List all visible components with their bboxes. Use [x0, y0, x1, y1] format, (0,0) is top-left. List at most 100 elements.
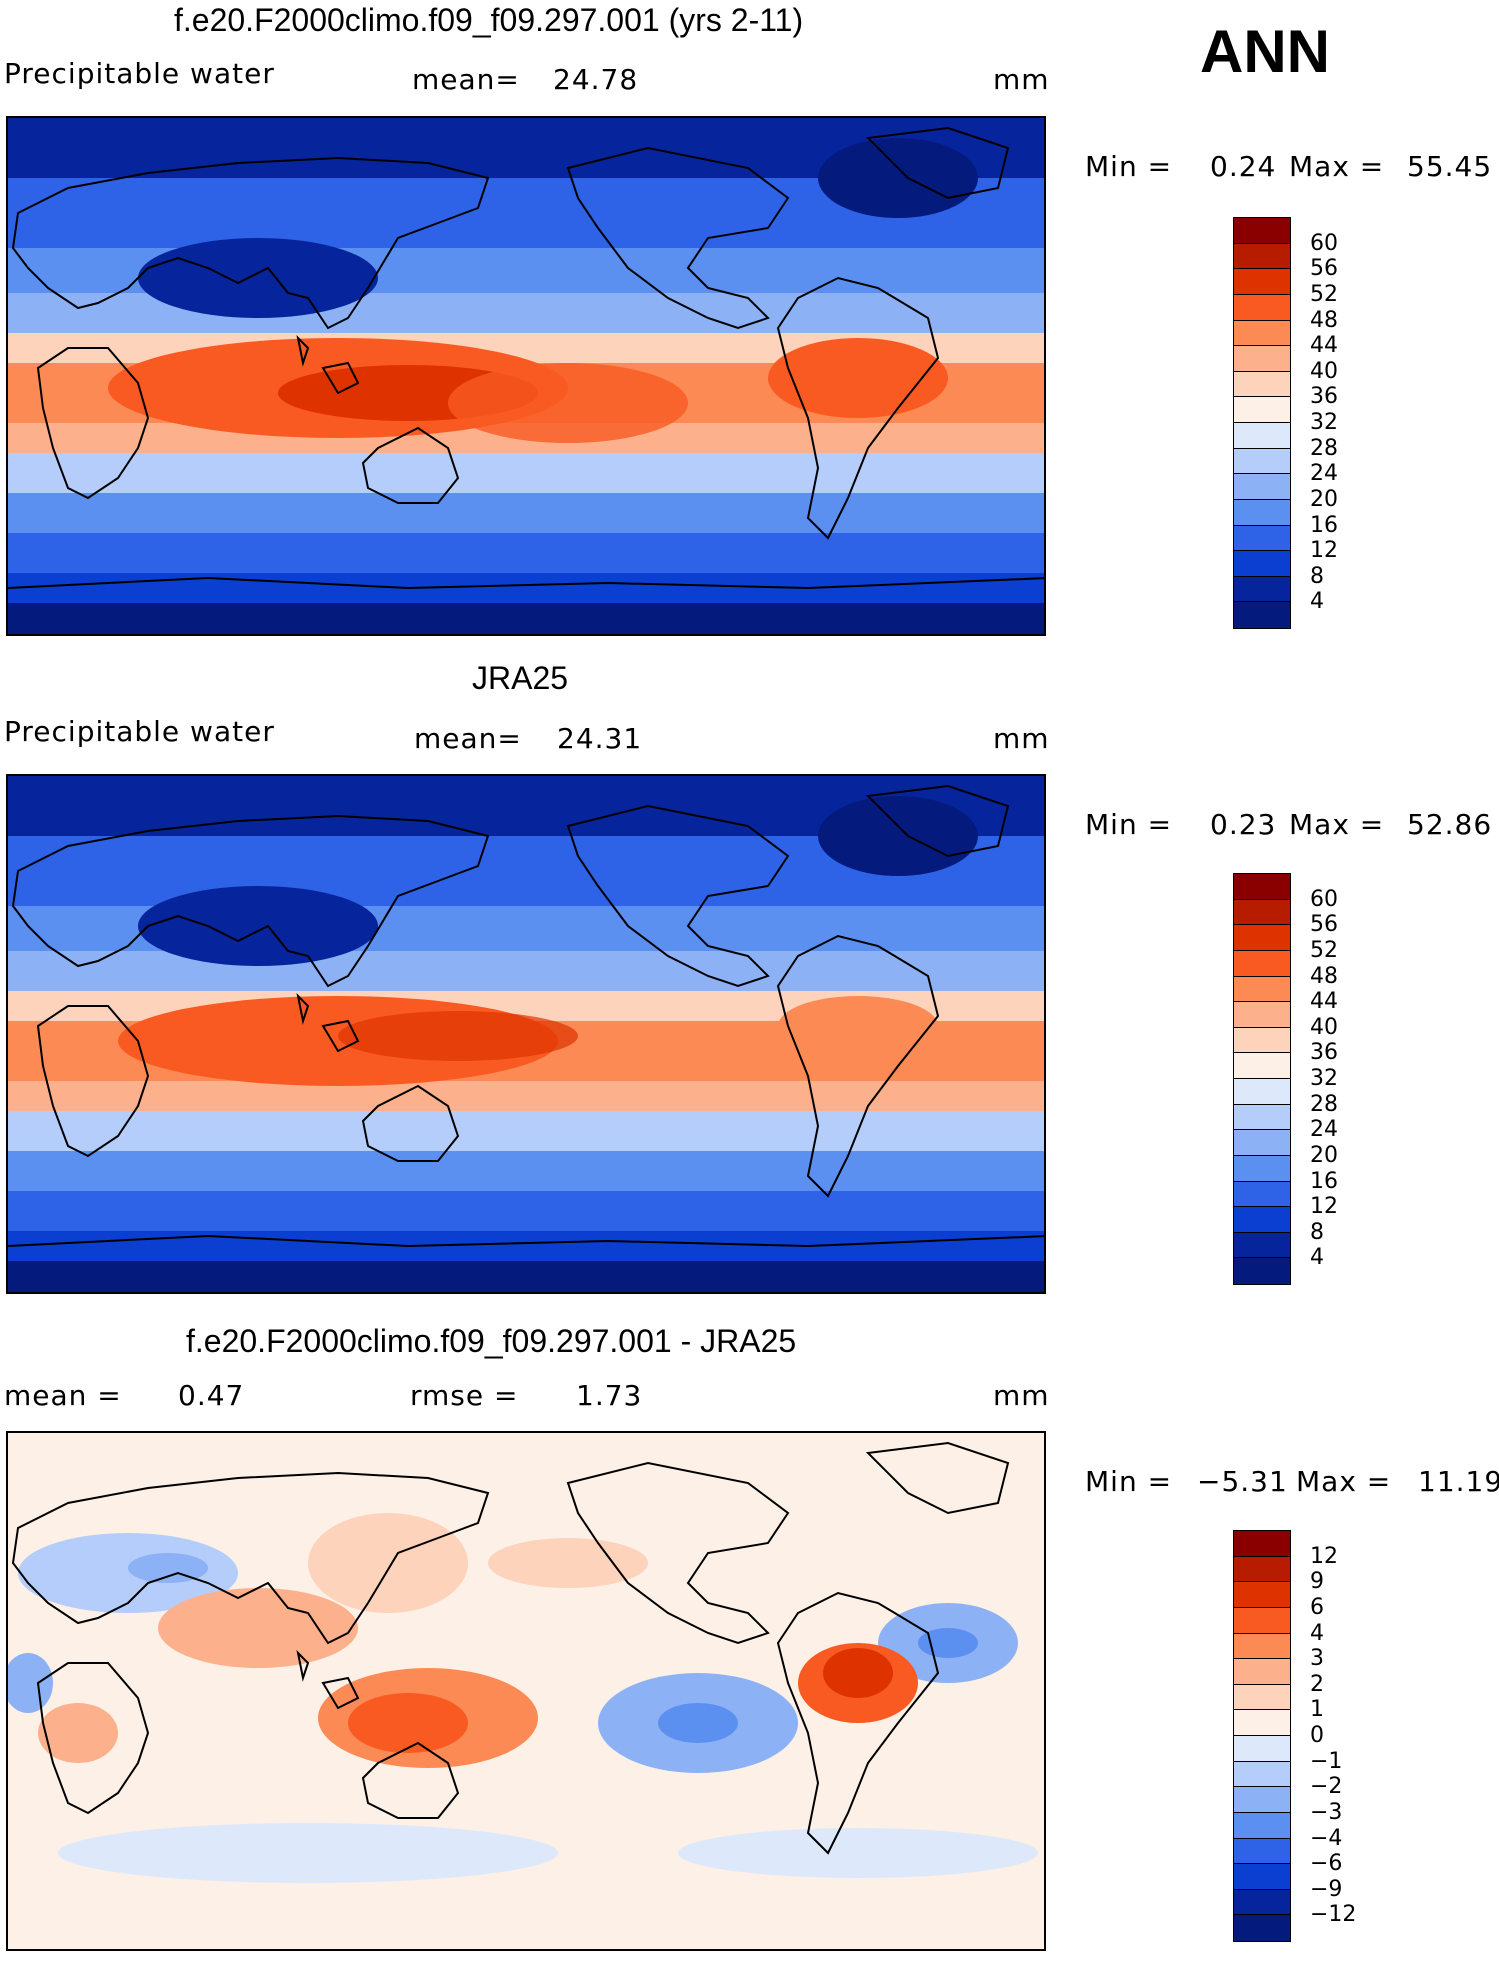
- panel-2-colorbar: 12 9 6 4 3 2 1 0 −1 −2 −3 −4 −6 −9 −12: [1233, 1530, 1356, 1942]
- colorbar-swatch: [1233, 293, 1291, 321]
- colorbar-swatch: [1233, 319, 1291, 347]
- panel-1-min-value: 0.23: [1210, 808, 1277, 841]
- panel-0-units: mm: [993, 63, 1050, 96]
- colorbar-swatch: [1233, 396, 1291, 424]
- colorbar-swatch: [1233, 1530, 1291, 1558]
- panel-1-mean-label: mean=: [414, 722, 522, 755]
- colorbar-swatch: [1233, 217, 1291, 245]
- panel-1-variable: Precipitable water: [4, 715, 275, 748]
- colorbar-swatch: [1233, 1001, 1291, 1029]
- colorbar-swatch: [1233, 473, 1291, 501]
- colorbar-tick-label: 2: [1310, 1671, 1324, 1697]
- panel-2-units: mm: [993, 1379, 1050, 1412]
- panel-2-title: f.e20.F2000climo.f09_f09.297.001 - JRA25: [186, 1323, 797, 1359]
- panel-2-mean-label: mean =: [4, 1379, 122, 1412]
- colorbar-swatch: [1233, 949, 1291, 977]
- colorbar-tick-label: 12: [1310, 1543, 1338, 1569]
- colorbar-swatch: [1233, 1257, 1291, 1285]
- colorbar-tick-label: 3: [1310, 1646, 1324, 1672]
- colorbar-tick-label: 36: [1310, 384, 1338, 410]
- panel-2-rmse-label: rmse =: [410, 1379, 519, 1412]
- colorbar-swatch: [1233, 447, 1291, 475]
- colorbar-swatch: [1233, 1863, 1291, 1891]
- colorbar-swatch: [1233, 524, 1291, 552]
- colorbar-swatch: [1233, 1683, 1291, 1711]
- panel-1-title: JRA25: [472, 660, 569, 696]
- panel-1-max-value: 52.86: [1407, 808, 1493, 841]
- colorbar-tick-label: 56: [1310, 256, 1338, 282]
- colorbar-tick-label: 8: [1310, 1219, 1324, 1245]
- colorbar-tick-label: −3: [1310, 1799, 1343, 1825]
- colorbar-swatch: [1233, 268, 1291, 296]
- colorbar-swatch: [1233, 1581, 1291, 1609]
- colorbar-swatch: [1233, 1760, 1291, 1788]
- panel-2-min-label: Min =: [1085, 1465, 1173, 1498]
- panel-1-max-label: Max =: [1289, 808, 1385, 841]
- colorbar-swatch: [1233, 1103, 1291, 1131]
- panel-1-mean-value: 24.31: [557, 722, 643, 755]
- colorbar-tick-label: 40: [1310, 1014, 1338, 1040]
- colorbar-tick-label: −2: [1310, 1774, 1343, 1800]
- colorbar-tick-label: 6: [1310, 1594, 1324, 1620]
- colorbar-swatch: [1233, 1786, 1291, 1814]
- colorbar-tick-label: 40: [1310, 358, 1338, 384]
- panel-1-map-svg: [8, 776, 1044, 1292]
- colorbar-tick-label: 12: [1310, 538, 1338, 564]
- panel-2-min-value: −5.31: [1197, 1465, 1288, 1498]
- colorbar-swatch: [1233, 1154, 1291, 1182]
- colorbar-tick-label: 4: [1310, 1620, 1324, 1646]
- colorbar-swatch: [1233, 370, 1291, 398]
- colorbar-swatch: [1233, 1180, 1291, 1208]
- colorbar-tick-label: 24: [1310, 461, 1338, 487]
- colorbar-tick-label: 16: [1310, 512, 1338, 538]
- colorbar-swatch: [1233, 898, 1291, 926]
- colorbar-swatch: [1233, 345, 1291, 373]
- colorbar-tick-label: 32: [1310, 410, 1338, 435]
- colorbar-tick-label: 16: [1310, 1168, 1338, 1194]
- colorbar-tick-label: 48: [1310, 963, 1338, 989]
- colorbar-swatch: [1233, 1052, 1291, 1080]
- colorbar-swatch: [1233, 1026, 1291, 1054]
- panel-0-max-label: Max =: [1289, 150, 1385, 183]
- colorbar-swatch: [1233, 601, 1291, 629]
- colorbar-tick-label: 44: [1310, 989, 1338, 1015]
- colorbar-tick-label: 9: [1310, 1569, 1324, 1595]
- colorbar-tick-label: 20: [1310, 486, 1338, 512]
- colorbar-tick-label: 4: [1310, 589, 1324, 615]
- colorbar-swatch: [1233, 242, 1291, 270]
- colorbar-swatch: [1233, 1709, 1291, 1737]
- colorbar-tick-label: 1: [1310, 1697, 1324, 1723]
- colorbar-tick-label: 48: [1310, 307, 1338, 333]
- colorbar-swatch: [1233, 1632, 1291, 1660]
- colorbar-tick-label: 24: [1310, 1117, 1338, 1143]
- colorbar-tick-label: 4: [1310, 1245, 1324, 1271]
- colorbar-tick-label: 52: [1310, 937, 1338, 963]
- panel-1-units: mm: [993, 722, 1050, 755]
- colorbar-swatch: [1233, 1888, 1291, 1916]
- colorbar-tick-label: −4: [1310, 1825, 1343, 1851]
- colorbar-swatch: [1233, 1206, 1291, 1234]
- colorbar-tick-label: −9: [1310, 1876, 1343, 1902]
- panel-0-mean-value: 24.78: [553, 63, 639, 96]
- panel-0-map-svg: [8, 118, 1044, 634]
- panel-0-max-value: 55.45: [1407, 150, 1493, 183]
- colorbar-tick-label: 44: [1310, 333, 1338, 359]
- colorbar-swatch: [1233, 1735, 1291, 1763]
- panel-2-map-svg: [8, 1433, 1044, 1949]
- colorbar-swatch: [1233, 1129, 1291, 1157]
- colorbar-swatch: [1233, 575, 1291, 603]
- panel-2-rmse-value: 1.73: [576, 1379, 643, 1412]
- season-label: ANN: [1200, 18, 1330, 85]
- colorbar-swatch: [1233, 1811, 1291, 1839]
- panel-0-mean-label: mean=: [412, 63, 520, 96]
- panel-1-map: [6, 774, 1046, 1294]
- colorbar-swatch: [1233, 1658, 1291, 1686]
- colorbar-tick-label: −1: [1310, 1748, 1343, 1774]
- colorbar-swatch: [1233, 1837, 1291, 1865]
- colorbar-swatch: [1233, 873, 1291, 901]
- colorbar-tick-label: 20: [1310, 1142, 1338, 1168]
- panel-0-min-label: Min =: [1085, 150, 1173, 183]
- colorbar-swatch: [1233, 550, 1291, 578]
- colorbar-tick-label: 28: [1310, 1091, 1338, 1117]
- colorbar-tick-label: 28: [1310, 435, 1338, 461]
